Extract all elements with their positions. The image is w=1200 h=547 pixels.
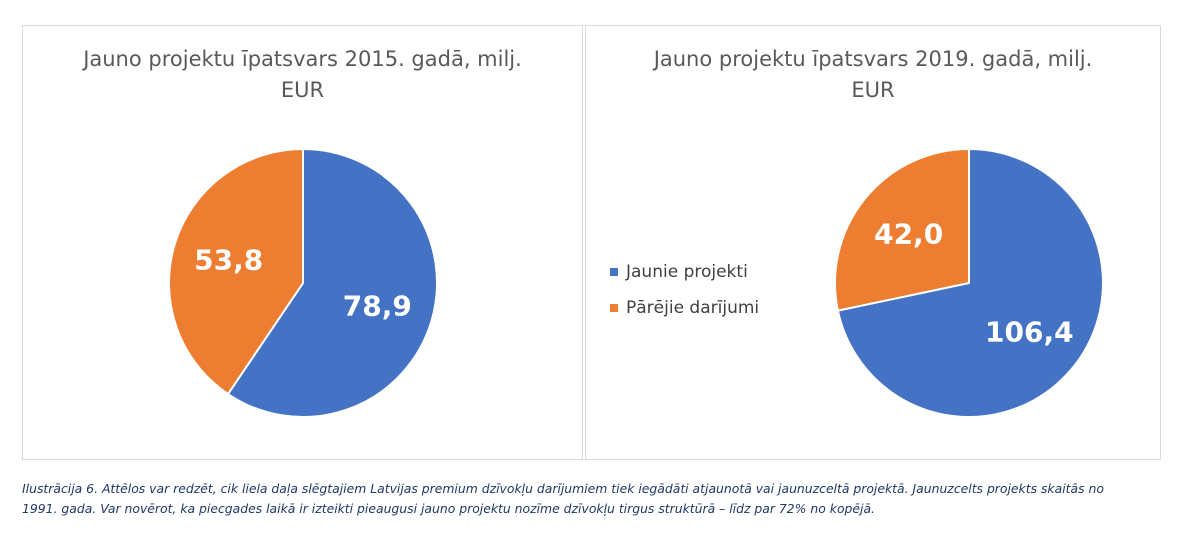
chart-title-2015-line1: Jauno projektu īpatsvars 2015. gadā, mil… [83, 47, 522, 71]
pie-chart-2015: 78,9 53,8 [168, 147, 438, 418]
chart-panel-2015: Jauno projektu īpatsvars 2015. gadā, mil… [22, 25, 583, 460]
chart-title-2015: Jauno projektu īpatsvars 2015. gadā, mil… [23, 44, 582, 106]
chart-panel-2019: Jauno projektu īpatsvars 2019. gadā, mil… [585, 25, 1161, 460]
pie-slice-parejie-darijumi [168, 147, 304, 396]
pie-slice-parejie-darijumi [834, 147, 970, 312]
chart-legend-2019: Jaunie projekti Pārējie darījumi [610, 254, 759, 326]
pie-chart-2019: 106,4 42,0 [834, 147, 1104, 418]
figure-caption: Ilustrācija 6. Attēlos var redzēt, cik l… [22, 479, 1192, 519]
caption-line-1: Ilustrācija 6. Attēlos var redzēt, cik l… [22, 481, 1104, 496]
pie-slice-jaunie-projekti [836, 147, 1104, 418]
caption-line-2: 1991. gada. Var novērot, ka piecgades la… [22, 501, 875, 516]
chart-title-2019-line2: EUR [851, 78, 895, 102]
legend-item-jaunie-projekti: Jaunie projekti [610, 254, 759, 290]
data-label-jaunie-projekti: 78,9 [343, 289, 412, 322]
chart-title-2015-line2: EUR [280, 78, 325, 102]
data-label-jaunie-projekti: 106,4 [985, 315, 1074, 348]
chart-title-2019-line1: Jauno projektu īpatsvars 2019. gadā, mil… [653, 47, 1093, 71]
legend-label-parejie-darijumi: Pārējie darījumi [626, 298, 760, 318]
chart-title-2019: Jauno projektu īpatsvars 2019. gadā, mil… [586, 44, 1160, 106]
pie-slice-jaunie-projekti [226, 147, 438, 418]
legend-swatch-jaunie-projekti [610, 268, 618, 276]
data-label-parejie-darijumi: 42,0 [874, 218, 943, 251]
legend-item-parejie-darijumi: Pārējie darījumi [610, 290, 759, 326]
legend-swatch-parejie-darijumi [610, 304, 618, 312]
legend-label-jaunie-projekti: Jaunie projekti [626, 262, 748, 282]
data-label-parejie-darijumi: 53,8 [194, 244, 263, 277]
